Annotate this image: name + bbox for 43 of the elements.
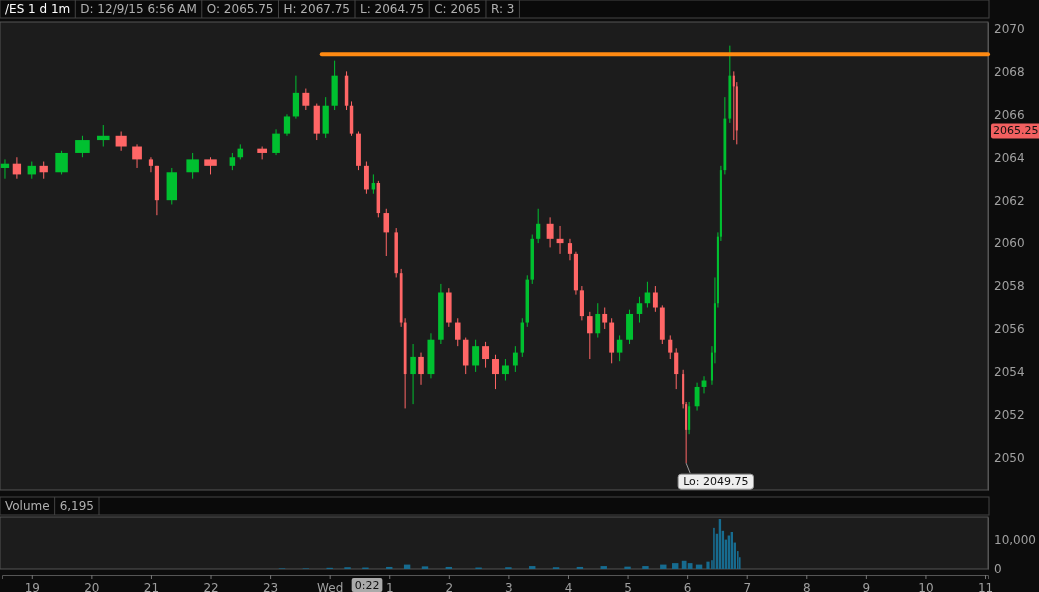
x-tick-label: 2 [445, 580, 454, 592]
callout: Lo: 2049.75 [677, 462, 754, 490]
y-tick-label: 2052 [994, 408, 1025, 423]
y-tick-label: 10,000 [994, 532, 1036, 547]
text: L: 2064.75 [360, 2, 425, 16]
y-tick-label: 2068 [994, 64, 1025, 79]
y-tick-label: 0 [994, 562, 1002, 577]
x-tick-label: 11 [977, 580, 994, 592]
x-tick-label: 21 [143, 580, 160, 592]
x-tick-label: 20 [84, 580, 100, 592]
x-tick-label: 23 [262, 580, 279, 592]
y-tick-label: 2050 [994, 451, 1025, 466]
price-tag: 2065.25 [991, 123, 1039, 139]
text: 6,195 [59, 499, 94, 513]
annotation: Lo: 2049.75 [683, 475, 749, 489]
chart-title: /ES 1 d 1m [5, 2, 71, 16]
chart-title: Volume [5, 499, 50, 513]
x-tick-label: 10 [918, 580, 934, 592]
y-tick-label: 2056 [994, 322, 1025, 337]
time-tag: 0:22 [351, 578, 383, 592]
x-tick-label: 3 [505, 580, 513, 592]
text: H: 2067.75 [283, 2, 350, 16]
y-tick-label: 2054 [994, 365, 1025, 380]
x-tick-label: 4 [564, 580, 573, 592]
x-tick-label: 5 [624, 580, 632, 592]
x-tick-label: 1 [385, 580, 394, 592]
y-tick-label: 2062 [994, 193, 1025, 208]
x-tick-label: 9 [862, 580, 871, 592]
text: D: 12/9/15 6:56 AM [80, 2, 197, 16]
y-tick-label: 2066 [994, 107, 1025, 122]
x-tick-label: Wed [317, 580, 344, 592]
text: O: 2065.75 [206, 2, 274, 16]
x-tick-label: 19 [24, 580, 40, 592]
y-tick-label: 2058 [994, 279, 1025, 294]
y-tick-label: 2064 [994, 150, 1025, 165]
x-tick-label: 8 [802, 580, 811, 592]
x-tick-label: 7 [743, 580, 752, 592]
y-tick-label: 2070 [994, 21, 1025, 36]
text: C: 2065 [434, 2, 481, 16]
x-tick-label: 22 [203, 580, 219, 592]
x-tick-label: 6 [683, 580, 692, 592]
y-tick-label: 2060 [994, 236, 1025, 251]
text: R: 3 [490, 2, 515, 16]
